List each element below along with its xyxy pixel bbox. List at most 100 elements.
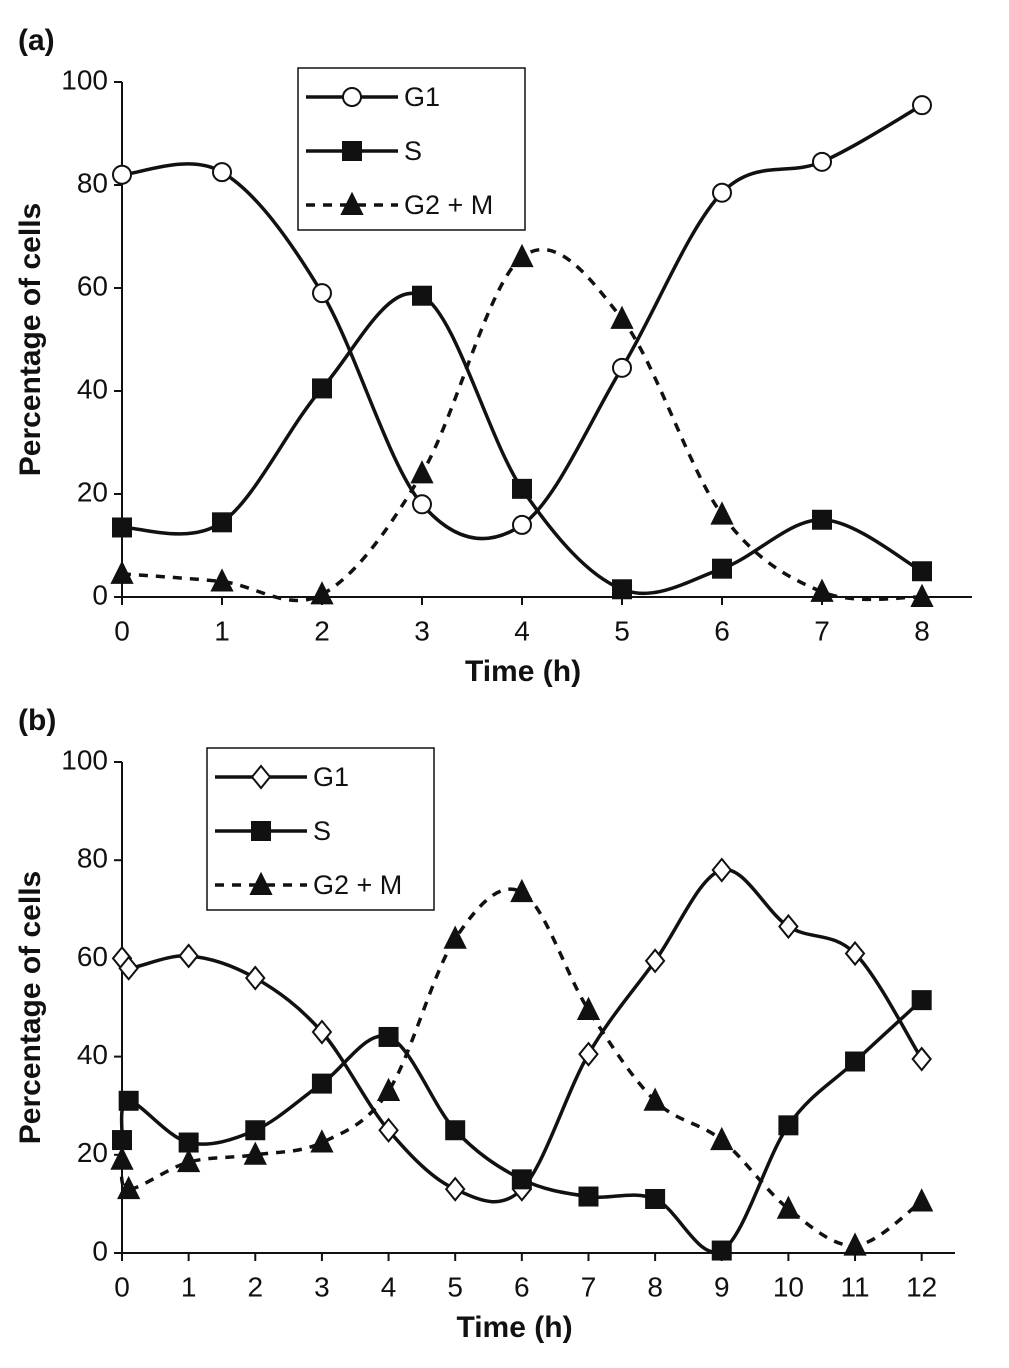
marker (412, 285, 432, 306)
y-axis-title: Percentage of cells (14, 871, 47, 1144)
marker (110, 560, 134, 584)
marker (245, 1120, 266, 1141)
x-tick-label: 5 (447, 1271, 463, 1302)
y-tick-label: 100 (61, 64, 108, 95)
marker (210, 568, 234, 592)
marker (177, 1148, 201, 1173)
legend-label: G2 + M (404, 190, 493, 220)
marker (812, 509, 832, 530)
x-tick-label: 9 (714, 1271, 730, 1302)
x-tick-label: 4 (381, 1271, 397, 1302)
y-tick-label: 20 (77, 1137, 108, 1168)
x-tick-label: 2 (314, 615, 330, 646)
marker (511, 1169, 532, 1190)
y-tick-label: 0 (92, 579, 108, 610)
x-tick-label: 7 (814, 615, 830, 646)
y-tick-label: 0 (92, 1235, 108, 1266)
marker (312, 283, 332, 304)
legend-label: G1 (313, 762, 349, 792)
legend-label: G1 (404, 82, 440, 112)
marker (776, 1195, 801, 1219)
marker (843, 1232, 867, 1256)
marker (212, 512, 232, 533)
marker (778, 913, 799, 940)
marker (912, 561, 932, 582)
y-tick-label: 40 (77, 373, 108, 404)
x-tick-label: 4 (514, 615, 530, 646)
marker (212, 162, 232, 183)
panel-label: (b) (18, 704, 56, 737)
marker (178, 1132, 199, 1153)
legend-label: G2 + M (313, 870, 402, 900)
marker (112, 517, 132, 538)
marker (710, 501, 734, 525)
marker (510, 878, 534, 903)
x-tick-label: 6 (514, 1271, 530, 1302)
x-tick-label: 3 (314, 1271, 330, 1302)
marker (378, 1117, 399, 1143)
y-tick-label: 80 (77, 167, 108, 198)
marker (910, 1188, 934, 1212)
marker (512, 514, 532, 535)
legend-label: S (313, 816, 331, 846)
marker (612, 579, 632, 600)
x-axis-title: Time (h) (456, 1311, 572, 1344)
x-tick-label: 7 (581, 1271, 597, 1302)
marker (644, 948, 666, 974)
marker (376, 1077, 401, 1101)
y-tick-label: 60 (77, 270, 108, 301)
marker (445, 1120, 466, 1141)
marker (310, 581, 334, 605)
marker (911, 1046, 932, 1072)
x-tick-label: 0 (114, 1271, 130, 1302)
marker (378, 1026, 399, 1047)
series-line (121, 291, 923, 596)
y-tick-label: 80 (77, 843, 108, 874)
legend-label: S (404, 136, 422, 166)
x-tick-label: 2 (247, 1271, 263, 1302)
marker (612, 357, 632, 378)
marker (643, 1087, 667, 1111)
marker (512, 478, 532, 499)
x-tick-label: 11 (841, 1271, 870, 1302)
legend-marker (342, 141, 362, 161)
legend-marker (250, 764, 272, 790)
panel-label: (a) (18, 24, 55, 57)
legend-box (297, 67, 526, 231)
y-axis-title: Percentage of cells (14, 203, 47, 476)
marker (118, 955, 139, 981)
marker (778, 1115, 799, 1136)
y-tick-label: 60 (77, 941, 108, 972)
marker (311, 1019, 333, 1045)
legend-marker (249, 871, 273, 895)
series-line (119, 867, 924, 1204)
y-tick-label: 20 (77, 476, 108, 507)
y-tick-label: 100 (61, 744, 108, 775)
y-tick-label: 40 (77, 1039, 108, 1070)
marker (312, 378, 332, 399)
x-tick-label: 5 (614, 615, 630, 646)
marker (412, 494, 432, 515)
x-tick-label: 8 (914, 615, 930, 646)
x-tick-label: 3 (414, 615, 430, 646)
marker (576, 996, 601, 1020)
series-line (119, 998, 923, 1255)
marker (712, 182, 732, 203)
marker (711, 1240, 732, 1261)
marker (578, 1186, 599, 1207)
x-tick-label: 8 (647, 1271, 663, 1302)
marker (243, 1141, 267, 1165)
marker (410, 460, 434, 484)
marker (244, 965, 266, 991)
marker (911, 990, 932, 1011)
marker (910, 583, 934, 607)
marker (812, 151, 832, 172)
marker (118, 1090, 139, 1111)
x-axis-title: Time (h) (465, 655, 581, 688)
marker (112, 164, 132, 185)
marker (710, 1126, 734, 1151)
legend-marker (342, 87, 362, 107)
panel: (a) 0 20 40 60 80 100 0 1 2 3 4 5 6 7 8 Time (h) Percenta… (14, 24, 972, 688)
marker (443, 925, 467, 949)
